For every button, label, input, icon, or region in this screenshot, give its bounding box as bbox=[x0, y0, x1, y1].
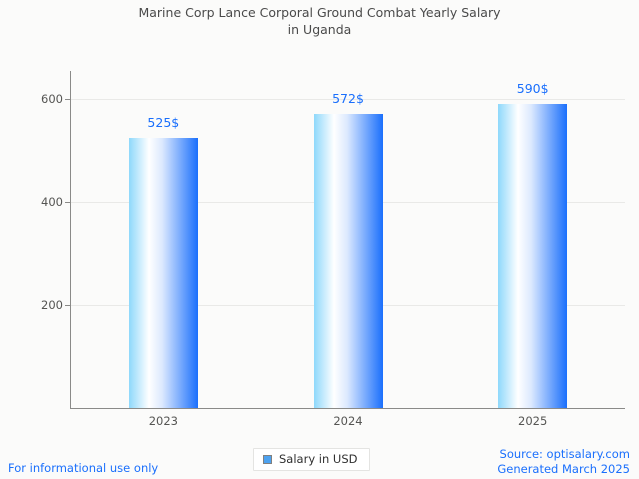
y-axis-tick-label: 400 bbox=[41, 195, 63, 210]
y-axis-tick bbox=[65, 305, 70, 307]
bar-value-label-2023: 525$ bbox=[147, 114, 180, 130]
x-axis-line bbox=[70, 408, 625, 409]
legend-swatch-icon bbox=[263, 454, 272, 464]
source-block: Source: optisalary.com Generated March 2… bbox=[497, 447, 630, 477]
bar-2025[interactable] bbox=[498, 104, 568, 408]
chart-title-line-2: in Uganda bbox=[287, 22, 352, 37]
y-axis-tick-label: 200 bbox=[41, 298, 63, 313]
y-axis-line bbox=[70, 71, 71, 409]
y-axis-tick bbox=[65, 99, 70, 101]
bar-value-label-2025: 590$ bbox=[516, 81, 549, 97]
gridline bbox=[71, 99, 625, 101]
y-axis-tick-label: 600 bbox=[41, 92, 63, 107]
generated-text: Generated March 2025 bbox=[497, 462, 630, 476]
plot-area bbox=[71, 71, 625, 408]
x-axis-tick-label-2024: 2024 bbox=[333, 414, 363, 428]
disclaimer-text: For informational use only bbox=[8, 461, 159, 475]
chart-legend[interactable]: Salary in USD bbox=[253, 448, 370, 471]
bar-value-label-2024: 572$ bbox=[332, 90, 364, 106]
source-text: Source: optisalary.com bbox=[499, 447, 630, 461]
y-axis-tick bbox=[65, 202, 70, 204]
bar-2023[interactable] bbox=[128, 137, 198, 408]
bar-2024[interactable] bbox=[313, 113, 383, 408]
x-axis-tick-label-2023: 2023 bbox=[148, 414, 178, 428]
chart-title: Marine Corp Lance Corporal Ground Combat… bbox=[0, 4, 639, 38]
legend-item-label: Salary in USD bbox=[279, 452, 358, 466]
x-axis-tick-label-2025: 2025 bbox=[518, 414, 548, 428]
chart-title-line-1: Marine Corp Lance Corporal Ground Combat… bbox=[138, 5, 501, 20]
